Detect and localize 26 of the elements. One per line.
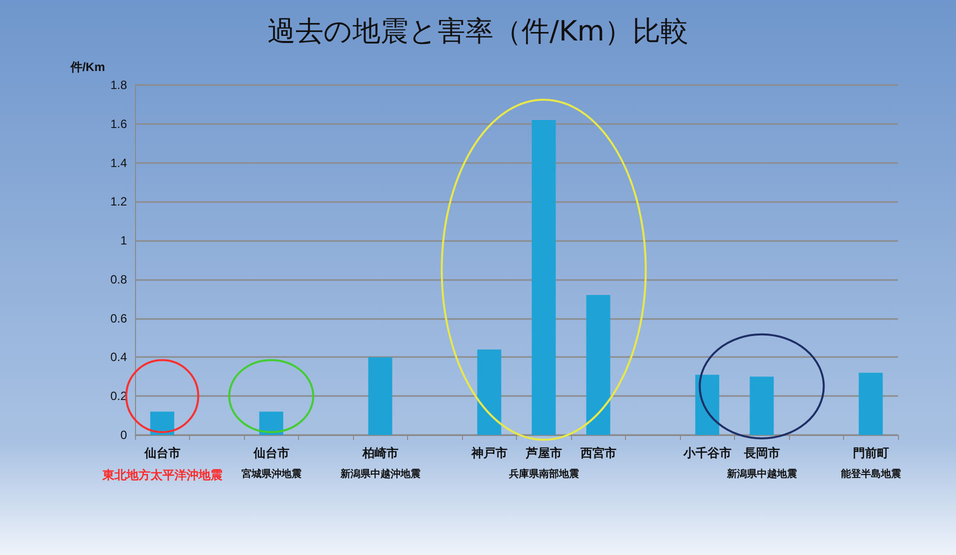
y-tick-label: 1.2 — [110, 194, 128, 209]
y-tick-label: 0 — [120, 428, 128, 442]
text: 新潟県中越沖地震 — [340, 467, 420, 481]
x-tick-label: 門前町 — [852, 446, 889, 460]
y-tick-label: 1.6 — [110, 116, 128, 131]
x-tick-label: 柏崎市 — [361, 446, 398, 460]
x-tick-label: 小千谷市 — [682, 446, 732, 460]
y-tick-label: 0.4 — [110, 350, 128, 364]
text: 兵庫県南部地震 — [508, 467, 579, 481]
text: 宮城県沖地震 — [241, 467, 302, 481]
y-tick-label: 1.8 — [110, 78, 128, 92]
y-tick-label: 1.4 — [110, 156, 128, 170]
x-tick-label: 芦屋市 — [524, 446, 562, 460]
text: 新潟県中越地震 — [726, 467, 797, 481]
x-tick-label: 仙台市 — [143, 446, 180, 460]
x-tick-label: 仙台市 — [252, 446, 290, 460]
y-tick-label: 0.6 — [110, 311, 128, 326]
text: 東北地方太平洋沖地震 — [102, 467, 222, 484]
x-tick-label: 長岡市 — [742, 446, 780, 460]
chart-title: 過去の地震と害率（件/Km）比較 — [267, 14, 689, 48]
y-tick-label: 1 — [120, 234, 128, 248]
x-tick-label: 神戸市 — [470, 446, 508, 460]
y-axis-title: 件/Km — [69, 60, 105, 74]
text: 能登半島地震 — [840, 468, 901, 481]
y-tick-label: 0.8 — [110, 272, 128, 286]
x-tick-label: 西宮市 — [579, 446, 616, 460]
